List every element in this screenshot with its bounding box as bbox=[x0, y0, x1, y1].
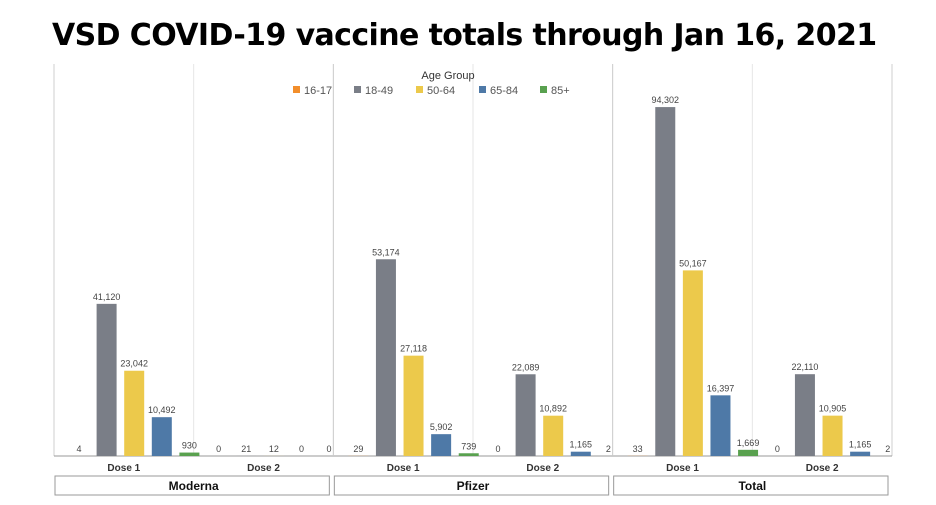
data-label: 1,165 bbox=[570, 440, 593, 450]
data-label: 41,120 bbox=[93, 292, 121, 302]
legend-label: 18-49 bbox=[365, 85, 393, 97]
bar bbox=[794, 374, 815, 456]
data-label: 33 bbox=[633, 444, 643, 454]
bar bbox=[96, 303, 117, 456]
data-label: 0 bbox=[327, 444, 332, 454]
bar bbox=[124, 370, 145, 456]
legend-swatch bbox=[540, 86, 547, 93]
data-label: 10,492 bbox=[148, 405, 176, 415]
manufacturer-label: Pfizer bbox=[457, 479, 490, 493]
dose-label: Dose 2 bbox=[526, 463, 559, 474]
data-label: 2 bbox=[606, 444, 611, 454]
legend-swatch bbox=[479, 86, 486, 93]
legend-label: 50-64 bbox=[427, 85, 455, 97]
manufacturer-label: Moderna bbox=[169, 479, 219, 493]
dose-label: Dose 1 bbox=[107, 463, 140, 474]
bar bbox=[375, 259, 396, 456]
data-label: 22,110 bbox=[792, 362, 819, 372]
legend-swatch bbox=[416, 86, 423, 93]
legend-title: Age Group bbox=[421, 70, 474, 82]
bar bbox=[822, 415, 843, 456]
chart-title: VSD COVID-19 vaccine totals through Jan … bbox=[52, 18, 877, 53]
data-label: 0 bbox=[495, 444, 500, 454]
data-label: 12 bbox=[269, 444, 279, 454]
data-label: 53,174 bbox=[372, 247, 400, 257]
data-label: 22,089 bbox=[512, 362, 540, 372]
legend-swatch bbox=[354, 86, 361, 93]
bar bbox=[655, 107, 676, 456]
manufacturer-label: Total bbox=[738, 479, 766, 493]
data-label: 21 bbox=[241, 444, 251, 454]
data-label: 0 bbox=[299, 444, 304, 454]
bar bbox=[738, 449, 759, 456]
manufacturer-header-box bbox=[333, 475, 610, 496]
data-label: 10,892 bbox=[539, 404, 567, 414]
data-label: 0 bbox=[775, 444, 780, 454]
bar bbox=[543, 415, 564, 456]
bar bbox=[458, 453, 479, 456]
legend-label: 85+ bbox=[551, 85, 570, 97]
data-label: 29 bbox=[353, 444, 363, 454]
bar bbox=[570, 451, 591, 456]
data-label: 10,905 bbox=[819, 404, 847, 414]
bar bbox=[682, 270, 703, 456]
data-label: 1,165 bbox=[849, 440, 872, 450]
data-label: 739 bbox=[461, 441, 476, 451]
legend-swatch bbox=[293, 86, 300, 93]
data-label: 2 bbox=[885, 444, 890, 454]
data-label: 50,167 bbox=[679, 258, 707, 268]
bar bbox=[431, 434, 452, 456]
bar bbox=[179, 452, 200, 456]
bar bbox=[151, 417, 172, 456]
bar bbox=[850, 451, 871, 456]
bar bbox=[515, 374, 536, 456]
legend-label: 65-84 bbox=[490, 85, 518, 97]
dose-label: Dose 2 bbox=[247, 463, 280, 474]
dose-label: Dose 2 bbox=[806, 463, 839, 474]
data-label: 5,902 bbox=[430, 422, 453, 432]
manufacturer-header-box bbox=[613, 475, 889, 496]
manufacturer-header-box bbox=[54, 475, 330, 496]
data-label: 16,397 bbox=[707, 383, 735, 393]
data-label: 0 bbox=[216, 444, 221, 454]
data-label: 4 bbox=[76, 444, 81, 454]
bar bbox=[403, 355, 424, 456]
legend-label: 16-17 bbox=[304, 85, 332, 97]
dose-label: Dose 1 bbox=[387, 463, 420, 474]
data-label: 94,302 bbox=[652, 95, 680, 105]
dose-label: Dose 1 bbox=[666, 463, 699, 474]
data-label: 27,118 bbox=[400, 344, 427, 354]
data-label: 930 bbox=[182, 441, 197, 451]
data-label: 1,669 bbox=[737, 438, 760, 448]
data-label: 23,042 bbox=[120, 359, 148, 369]
bar bbox=[710, 395, 731, 456]
